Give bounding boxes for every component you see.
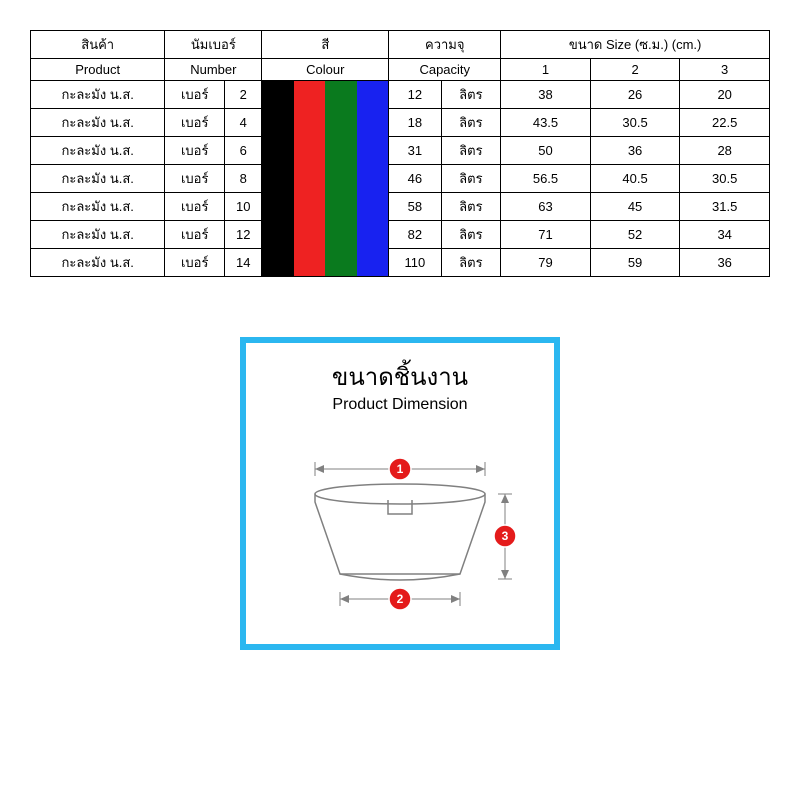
cell-capacity-unit: ลิตร [441, 221, 501, 249]
colour-swatch [262, 81, 293, 276]
hdr-capacity-th: ความจุ [389, 31, 501, 59]
cell-number-label: เบอร์ [165, 137, 225, 165]
marker-2: 2 [397, 592, 404, 606]
header-row-thai: สินค้า นัมเบอร์ สี ความจุ ขนาด Size (ซ.ม… [31, 31, 770, 59]
cell-product: กะละมัง น.ส. [31, 221, 165, 249]
cell-number: 6 [225, 137, 262, 165]
cell-number: 12 [225, 221, 262, 249]
cell-size-3: 31.5 [680, 193, 770, 221]
cell-capacity: 82 [389, 221, 441, 249]
cell-capacity-unit: ลิตร [441, 249, 501, 277]
cell-number-label: เบอร์ [165, 249, 225, 277]
table-row: กะละมัง น.ส.เบอร์8 46ลิตร56.540.530.5 [31, 165, 770, 193]
cell-product: กะละมัง น.ส. [31, 165, 165, 193]
cell-size-3: 36 [680, 249, 770, 277]
cell-size-1: 79 [501, 249, 591, 277]
cell-product: กะละมัง น.ส. [31, 193, 165, 221]
cell-size-3: 22.5 [680, 109, 770, 137]
cell-number-label: เบอร์ [165, 81, 225, 109]
cell-product: กะละมัง น.ส. [31, 109, 165, 137]
cell-size-1: 63 [501, 193, 591, 221]
cell-size-2: 45 [590, 193, 680, 221]
cell-size-3: 28 [680, 137, 770, 165]
cell-capacity-unit: ลิตร [441, 81, 501, 109]
colour-swatch [325, 81, 356, 276]
cell-number-label: เบอร์ [165, 165, 225, 193]
hdr-size-1: 1 [501, 59, 591, 81]
table-row: กะละมัง น.ส.เบอร์6 31ลิตร503628 [31, 137, 770, 165]
cell-number: 8 [225, 165, 262, 193]
hdr-size-2: 2 [590, 59, 680, 81]
cell-size-1: 71 [501, 221, 591, 249]
cell-capacity-unit: ลิตร [441, 109, 501, 137]
colour-swatch [294, 81, 325, 276]
cell-size-3: 20 [680, 81, 770, 109]
cell-size-2: 30.5 [590, 109, 680, 137]
cell-number-label: เบอร์ [165, 109, 225, 137]
cell-size-1: 43.5 [501, 109, 591, 137]
hdr-size-3: 3 [680, 59, 770, 81]
cell-number: 14 [225, 249, 262, 277]
cell-capacity: 12 [389, 81, 441, 109]
hdr-number-en: Number [165, 59, 262, 81]
cell-size-1: 56.5 [501, 165, 591, 193]
cell-capacity: 31 [389, 137, 441, 165]
cell-product: กะละมัง น.ส. [31, 249, 165, 277]
cell-size-2: 26 [590, 81, 680, 109]
marker-3: 3 [502, 529, 509, 543]
dimension-svg: 1 3 2 [260, 424, 540, 624]
cell-capacity-unit: ลิตร [441, 193, 501, 221]
cell-product: กะละมัง น.ส. [31, 137, 165, 165]
diagram-title-english: Product Dimension [256, 396, 544, 414]
cell-size-3: 30.5 [680, 165, 770, 193]
header-row-english: Product Number Colour Capacity 1 2 3 [31, 59, 770, 81]
cell-capacity-unit: ลิตร [441, 137, 501, 165]
hdr-colour-th: สี [262, 31, 389, 59]
table-row: กะละมัง น.ส.เบอร์12 82ลิตร715234 [31, 221, 770, 249]
diagram-title-thai: ขนาดชิ้นงาน [256, 357, 544, 396]
table-row: กะละมัง น.ส.เบอร์14 110ลิตร795936 [31, 249, 770, 277]
cell-size-3: 34 [680, 221, 770, 249]
hdr-product-en: Product [31, 59, 165, 81]
spec-table: สินค้า นัมเบอร์ สี ความจุ ขนาด Size (ซ.ม… [30, 30, 770, 277]
dimension-diagram: ขนาดชิ้นงาน Product Dimension 1 [240, 337, 560, 650]
hdr-product-th: สินค้า [31, 31, 165, 59]
colour-swatch [357, 81, 388, 276]
hdr-number-th: นัมเบอร์ [165, 31, 262, 59]
cell-capacity: 110 [389, 249, 441, 277]
cell-size-1: 38 [501, 81, 591, 109]
cell-number: 2 [225, 81, 262, 109]
cell-capacity-unit: ลิตร [441, 165, 501, 193]
cell-size-2: 36 [590, 137, 680, 165]
hdr-colour-en: Colour [262, 59, 389, 81]
table-row: กะละมัง น.ส.เบอร์4 18ลิตร43.530.522.5 [31, 109, 770, 137]
table-row: กะละมัง น.ส.เบอร์10 58ลิตร634531.5 [31, 193, 770, 221]
hdr-capacity-en: Capacity [389, 59, 501, 81]
hdr-size-th: ขนาด Size (ซ.ม.) (cm.) [501, 31, 770, 59]
cell-product: กะละมัง น.ส. [31, 81, 165, 109]
cell-capacity: 58 [389, 193, 441, 221]
cell-number: 10 [225, 193, 262, 221]
cell-size-2: 52 [590, 221, 680, 249]
cell-colour-swatches [262, 81, 389, 277]
cell-size-2: 40.5 [590, 165, 680, 193]
cell-size-2: 59 [590, 249, 680, 277]
marker-1: 1 [397, 462, 404, 476]
cell-capacity: 18 [389, 109, 441, 137]
cell-number: 4 [225, 109, 262, 137]
cell-number-label: เบอร์ [165, 221, 225, 249]
table-row: กะละมัง น.ส.เบอร์2 12ลิตร382620 [31, 81, 770, 109]
cell-size-1: 50 [501, 137, 591, 165]
cell-capacity: 46 [389, 165, 441, 193]
cell-number-label: เบอร์ [165, 193, 225, 221]
basin-shape [315, 484, 485, 580]
